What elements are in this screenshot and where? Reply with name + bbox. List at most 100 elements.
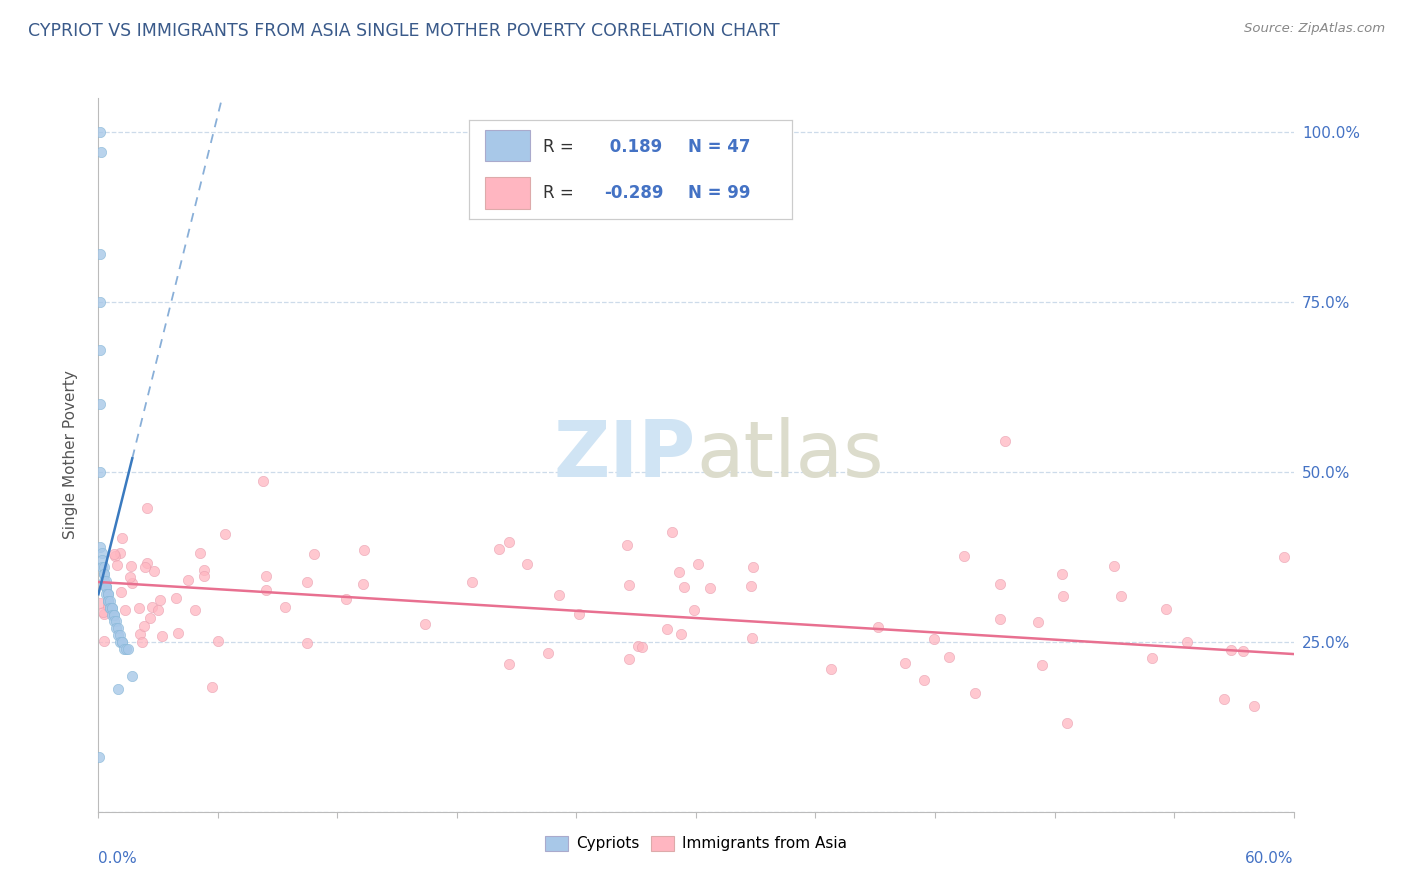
Point [672, 580, 695, 594]
Text: -0.289: -0.289 [605, 185, 664, 202]
Text: N = 47: N = 47 [689, 137, 751, 155]
Point [121, 576, 143, 591]
Y-axis label: Single Mother Poverty: Single Mother Poverty [63, 370, 77, 540]
Point [548, 588, 571, 602]
Point [990, 612, 1012, 626]
Point [201, 680, 224, 694]
Point [1111, 589, 1133, 603]
Point [922, 632, 945, 646]
Point [114, 603, 136, 617]
Point [515, 558, 537, 572]
Point [1213, 692, 1236, 706]
Point [134, 559, 156, 574]
Point [177, 573, 200, 587]
Text: 60.0%: 60.0% [1246, 851, 1294, 866]
Point [668, 565, 690, 579]
Point [89, 125, 111, 139]
Point [105, 615, 128, 629]
Point [107, 628, 129, 642]
Text: R =: R = [543, 185, 574, 202]
Point [537, 646, 560, 660]
Point [142, 564, 165, 578]
Point [683, 603, 706, 617]
Point [938, 650, 960, 665]
Point [110, 628, 132, 642]
Point [96, 581, 118, 595]
Point [207, 633, 229, 648]
Point [1272, 549, 1295, 564]
Point [103, 607, 125, 622]
Point [165, 591, 187, 606]
Bar [485, 178, 530, 210]
Point [353, 543, 375, 558]
Point [193, 563, 215, 577]
Point [1031, 657, 1053, 672]
Point [988, 576, 1011, 591]
Point [90, 145, 112, 160]
Point [166, 625, 188, 640]
Point [97, 587, 120, 601]
Point [104, 549, 127, 564]
Point [93, 566, 115, 581]
Point [1026, 615, 1049, 629]
Point [655, 622, 678, 636]
Point [741, 631, 763, 645]
Point [112, 641, 135, 656]
Point [135, 501, 157, 516]
Point [89, 750, 111, 764]
Point [994, 434, 1017, 449]
Point [619, 578, 641, 592]
Point [893, 656, 915, 670]
Point [297, 575, 319, 590]
Point [952, 549, 974, 563]
Text: N = 99: N = 99 [689, 185, 751, 202]
Point [91, 553, 114, 567]
Point [1232, 644, 1254, 658]
Point [89, 465, 111, 479]
Point [302, 547, 325, 561]
Point [93, 560, 115, 574]
Point [111, 531, 134, 545]
Point [699, 581, 721, 595]
Point [93, 566, 115, 581]
Point [101, 600, 124, 615]
Point [1175, 635, 1198, 649]
Point [100, 600, 122, 615]
Point [91, 546, 114, 560]
Point [110, 585, 132, 599]
Point [111, 635, 134, 649]
Point [661, 524, 683, 539]
Point [89, 295, 111, 310]
Point [96, 574, 118, 588]
Point [193, 569, 215, 583]
Point [100, 594, 122, 608]
Point [100, 600, 122, 615]
Point [120, 569, 142, 583]
Point [1142, 651, 1164, 665]
Point [627, 639, 650, 653]
Point [498, 657, 520, 671]
Point [868, 620, 890, 634]
Point [105, 621, 128, 635]
Point [1052, 567, 1074, 582]
Point [146, 603, 169, 617]
Point [274, 599, 297, 614]
Point [128, 601, 150, 615]
Point [190, 546, 212, 560]
Point [96, 581, 118, 595]
Point [963, 686, 986, 700]
Point [101, 607, 124, 622]
Point [91, 560, 114, 574]
Text: ZIP: ZIP [554, 417, 696, 493]
Point [129, 627, 152, 641]
Point [121, 669, 143, 683]
Point [252, 474, 274, 488]
Point [498, 535, 520, 549]
Point [616, 538, 638, 552]
Bar [485, 129, 530, 161]
Text: CYPRIOT VS IMMIGRANTS FROM ASIA SINGLE MOTHER POVERTY CORRELATION CHART: CYPRIOT VS IMMIGRANTS FROM ASIA SINGLE M… [28, 22, 780, 40]
Point [97, 599, 120, 613]
Point [135, 556, 157, 570]
Point [461, 574, 484, 589]
Point [89, 247, 111, 261]
